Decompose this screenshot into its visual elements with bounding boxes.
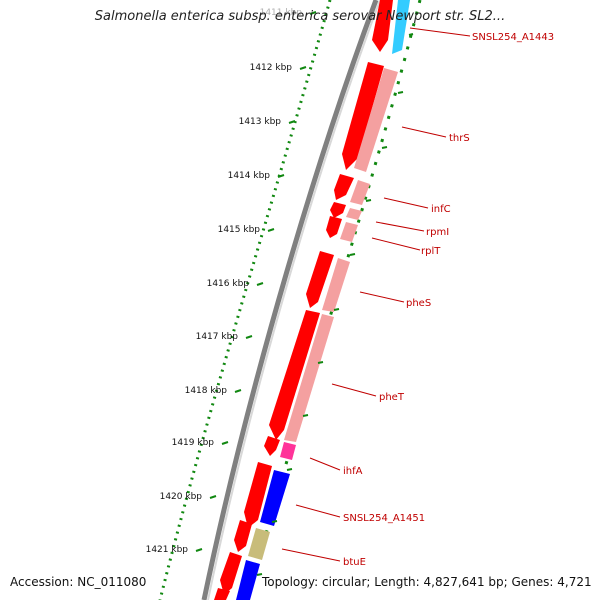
gene-forward-phes[interactable]: [306, 251, 334, 308]
ruler-tick-mark: [234, 389, 242, 393]
topology-text: Topology: circular; Length: 4,827,641 bp…: [262, 575, 592, 589]
track2-rplt[interactable]: [340, 222, 358, 242]
ruler-tick-label: 1418 kbp: [185, 386, 228, 396]
track2-ihfa[interactable]: [280, 442, 296, 460]
leader-lines: [281, 27, 471, 562]
ruler-tick-mark: [256, 282, 264, 286]
gene-label[interactable]: ihfA: [343, 466, 363, 477]
gene-labels: SNSL254_A1443 thrS infC rpmI rplT pheS pheT ihf…: [343, 32, 554, 568]
ruler-tick-label: 1416 kbp: [207, 279, 250, 289]
ruler-tick-mark: [288, 120, 296, 124]
ruler-tick-label: 1412 kbp: [250, 63, 293, 73]
track2-infc[interactable]: [350, 180, 370, 205]
ruler-tick-mark: [195, 548, 203, 552]
ruler-tick-label: 1419 kbp: [172, 438, 215, 448]
gene-forward-edge[interactable]: [214, 588, 230, 600]
gene-forward-rplt[interactable]: [326, 216, 342, 238]
track2-next[interactable]: [236, 560, 260, 600]
gene-label[interactable]: SNSL254_A1451: [343, 513, 425, 524]
track2-phet[interactable]: [284, 314, 334, 442]
ruler-tick-mark: [277, 174, 285, 178]
track2-btue[interactable]: [248, 528, 270, 560]
ruler-tick-mark: [309, 11, 317, 15]
gene-forward-infc[interactable]: [334, 174, 354, 200]
accession-text: Accession: NC_011080: [10, 575, 147, 589]
ruler-tick-mark: [245, 335, 253, 339]
ruler-tick-label: 1413 kbp: [239, 117, 282, 127]
gene-label[interactable]: SNSL254_A1443: [472, 32, 554, 43]
gene-label[interactable]: rplT: [421, 246, 441, 257]
ruler-tick-label: 1415 kbp: [218, 225, 261, 235]
track2-snsl254-a1451[interactable]: [260, 470, 290, 526]
ruler-tick-mark: [209, 495, 217, 499]
track2-rpmi[interactable]: [346, 208, 362, 220]
gene-forward-phet[interactable]: [269, 310, 320, 440]
gene-label[interactable]: infC: [431, 204, 451, 215]
ruler-tick-label: 1414 kbp: [228, 171, 271, 181]
genome-backbone: [201, 0, 379, 600]
ruler-tick-label: 1411 kbp: [260, 8, 303, 18]
ruler-tick-label: 1420 kbp: [160, 492, 203, 502]
gene-forward-ihfa[interactable]: [264, 436, 280, 456]
gene-label[interactable]: pheS: [406, 298, 431, 309]
track2-thrs[interactable]: [354, 68, 398, 172]
gene-forward-rpmi[interactable]: [330, 202, 346, 218]
inner-ticks: [256, 33, 414, 576]
ruler-tick-mark: [221, 441, 229, 445]
genome-backbone-shadow: [207, 0, 381, 600]
gene-label[interactable]: pheT: [379, 392, 405, 403]
ruler-ticks: 1411 kbp 1412 kbp 1413 kbp 1414 kbp 1415 kbp…: [146, 8, 317, 555]
track2-snsl254-a1443[interactable]: [392, 0, 410, 54]
gene-forward-snsl254-a1443[interactable]: [372, 0, 393, 52]
gene-forward-next[interactable]: [220, 552, 242, 595]
gene-forward-btue[interactable]: [234, 520, 252, 552]
gene-forward-snsl254-a1451[interactable]: [244, 462, 272, 528]
gene-label[interactable]: rpmI: [426, 227, 449, 238]
ruler-tick-label: 1421 kbp: [146, 545, 189, 555]
ruler-tick-mark: [267, 228, 275, 232]
ruler-tick-label: 1417 kbp: [196, 332, 239, 342]
page-title: Salmonella enterica subsp. enterica sero…: [94, 9, 506, 24]
gene-label[interactable]: thrS: [449, 133, 470, 144]
gene-forward-thrs[interactable]: [342, 62, 384, 170]
ruler-tick-mark: [299, 66, 307, 70]
gene-label[interactable]: btuE: [343, 557, 366, 568]
track2-phes[interactable]: [322, 258, 350, 312]
